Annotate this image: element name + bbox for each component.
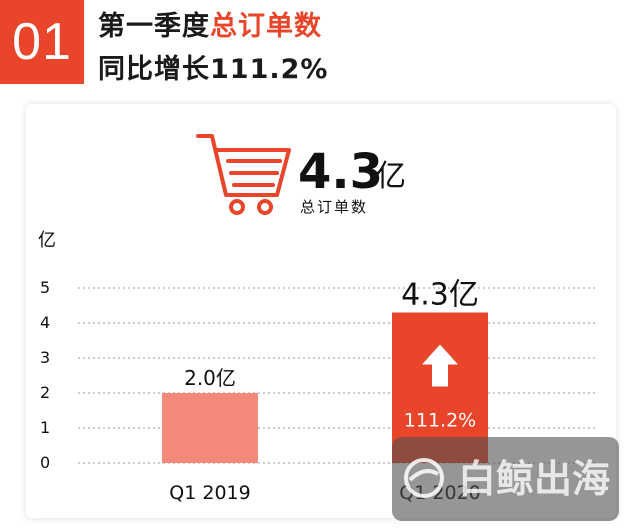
x-tick-label: Q1 2019 — [169, 482, 250, 504]
summary-value: 4.3 — [298, 144, 383, 200]
y-tick-label: 0 — [40, 453, 50, 472]
y-axis-unit-label: 亿 — [38, 230, 56, 251]
y-tick-label: 5 — [40, 278, 50, 297]
summary-unit: 亿 — [376, 159, 406, 194]
whale-logo-icon — [404, 458, 444, 498]
bar-data-label: 2.0亿 — [184, 366, 236, 390]
shopping-cart-icon — [196, 134, 291, 215]
watermark-text: 白鲸出海 — [458, 457, 610, 501]
y-tick-label: 1 — [40, 418, 50, 437]
page-title: 第一季度总订单数 — [98, 4, 322, 43]
section-number-badge: 01 — [0, 0, 84, 84]
summary-label: 总订单数 — [300, 198, 368, 216]
bar-data-label: 4.3亿 — [401, 278, 479, 313]
up-arrow-icon — [422, 344, 458, 387]
y-tick-label: 3 — [40, 348, 50, 367]
title-prefix: 第一季度 — [98, 11, 210, 42]
title-highlight: 总订单数 — [210, 11, 322, 42]
y-tick-label: 4 — [40, 313, 50, 332]
bar-q1-2019 — [162, 393, 258, 463]
page-subtitle: 同比增长111.2% — [98, 54, 329, 85]
watermark-box — [392, 437, 619, 521]
growth-label: 111.2% — [404, 410, 476, 432]
y-tick-label: 2 — [40, 383, 50, 402]
